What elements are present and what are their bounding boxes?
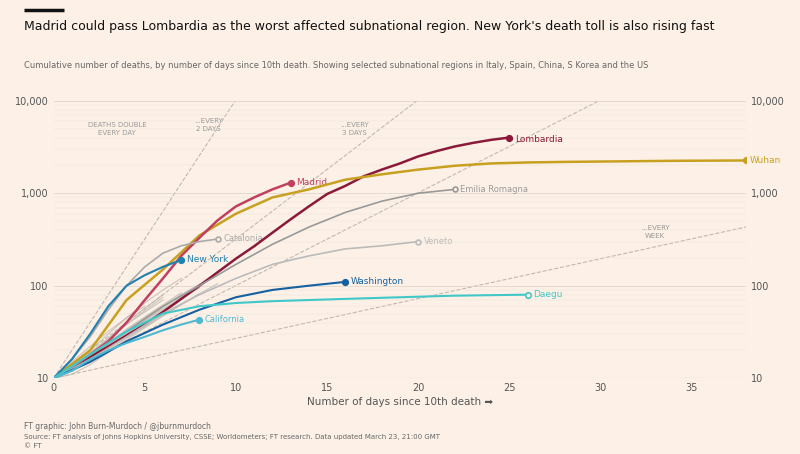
- Text: FT graphic: John Burn-Murdoch / @jburnmurdoch: FT graphic: John Burn-Murdoch / @jburnmu…: [24, 422, 211, 431]
- X-axis label: Number of days since 10th death ➡: Number of days since 10th death ➡: [307, 397, 493, 407]
- Text: Veneto: Veneto: [424, 237, 453, 246]
- Text: © FT: © FT: [24, 443, 42, 449]
- Text: ...EVERY
3 DAYS: ...EVERY 3 DAYS: [340, 122, 369, 136]
- Text: Wuhan: Wuhan: [750, 156, 782, 165]
- Text: Lombardia: Lombardia: [515, 135, 562, 144]
- Text: Emilia Romagna: Emilia Romagna: [460, 185, 528, 194]
- Text: Washington: Washington: [350, 277, 404, 286]
- Text: Daegu: Daegu: [533, 290, 562, 299]
- Text: Madrid could pass Lombardia as the worst affected subnational region. New York's: Madrid could pass Lombardia as the worst…: [24, 20, 714, 34]
- Text: ...EVERY
2 DAYS: ...EVERY 2 DAYS: [194, 118, 223, 132]
- Text: Source: FT analysis of Johns Hopkins University, CSSE; Worldometers; FT research: Source: FT analysis of Johns Hopkins Uni…: [24, 434, 440, 440]
- Text: Madrid: Madrid: [296, 178, 327, 187]
- Text: Catalonia: Catalonia: [223, 234, 263, 243]
- Text: DEATHS DOUBLE
EVERY DAY: DEATHS DOUBLE EVERY DAY: [88, 122, 146, 136]
- Text: Cumulative number of deaths, by number of days since 10th death. Showing selecte: Cumulative number of deaths, by number o…: [24, 61, 648, 70]
- Text: California: California: [205, 315, 245, 324]
- Text: ...EVERY
WEEK: ...EVERY WEEK: [641, 225, 670, 239]
- Text: New York: New York: [186, 256, 228, 264]
